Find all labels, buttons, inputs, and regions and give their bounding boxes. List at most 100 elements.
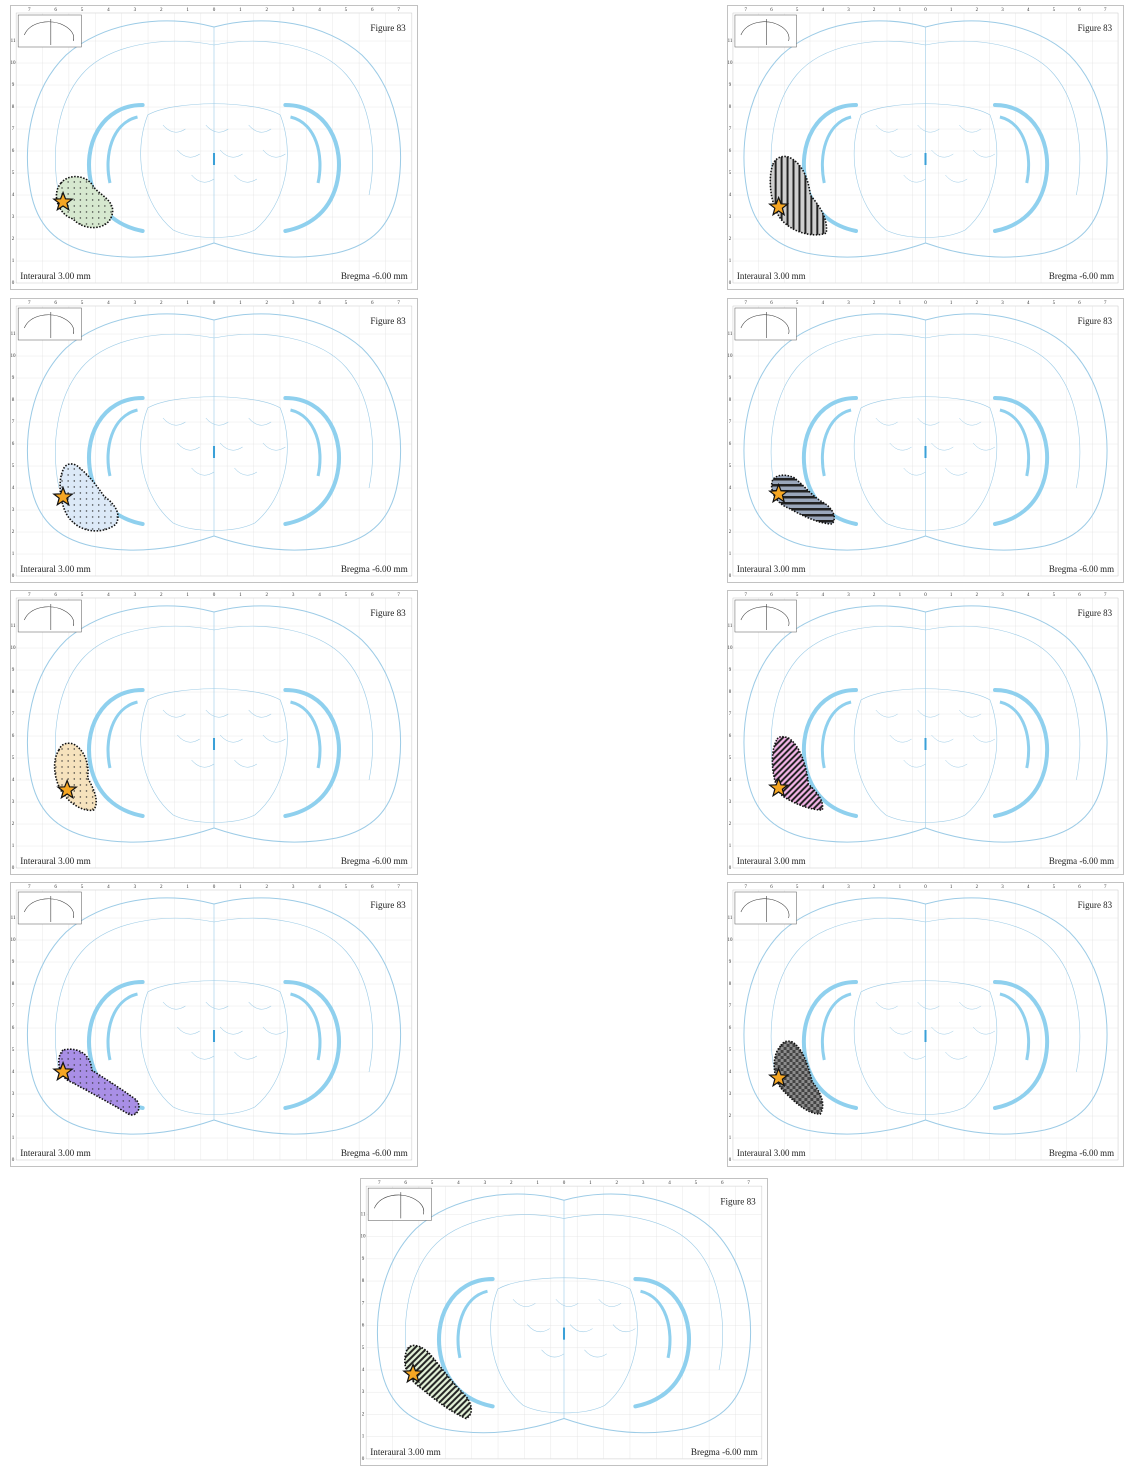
inset [18,15,81,47]
axis-tick: 8 [729,105,732,110]
axis-tick: 3 [292,7,295,13]
axis-tick: 2 [976,593,979,598]
axis-tick: 10 [728,61,733,66]
figure-label: Figure 83 [720,1196,756,1206]
axis-tick: 5 [729,756,732,761]
axis-tick: 1 [589,1180,592,1186]
axis-tick: 4 [1027,8,1030,13]
axis-tick: 5 [81,592,84,598]
axis-tick: 3 [729,508,732,513]
axis-tick: 6 [404,1180,407,1186]
axis-tick: 3 [134,592,137,598]
axis-tick: 7 [397,7,400,13]
bregma-label: Bregma -6.00 mm [341,856,408,866]
interaural-label: Interaural 3.00 mm [20,271,91,281]
inset [368,1188,431,1220]
axis-tick: 7 [397,884,400,890]
axis-tick: 3 [362,1389,365,1395]
axis-tick: 2 [265,884,268,890]
axis-tick: 5 [729,171,732,176]
axis-tick: 4 [12,192,15,198]
axis-tick: 0 [12,573,15,579]
bregma-label: Bregma -6.00 mm [341,564,408,574]
axis-tick: 6 [371,300,374,306]
axis-tick: 4 [457,1180,460,1186]
axis-tick: 3 [12,507,15,513]
region-line [959,1002,981,1009]
axis-tick: 11 [11,915,16,921]
axis-tick: 4 [318,592,321,598]
axis-tick: 9 [729,668,732,673]
axis-tick: 0 [12,1157,15,1163]
axis-tick: 1 [729,259,732,264]
axis-tick: 1 [899,301,902,306]
axis-tick: 0 [362,1456,365,1462]
axis-tick: 0 [213,300,216,306]
axis-tick: 0 [213,884,216,890]
axis-tick: 4 [822,301,825,306]
atlas-panel: 76543210123456701234567891011Figure 83In… [10,590,418,875]
axis-tick: 5 [81,7,84,13]
axis-tick: 3 [134,300,137,306]
axis-tick: 2 [12,529,15,535]
axis-tick: 2 [265,7,268,13]
region-line [249,710,271,717]
axis-tick: 1 [12,843,15,849]
axis-tick: 1 [239,884,242,890]
figure-label: Figure 83 [1078,608,1113,618]
axis-tick: 7 [28,300,31,306]
interaural-label: Interaural 3.00 mm [20,564,91,574]
axis-tick: 1 [12,1135,15,1141]
axis-tick: 1 [536,1180,539,1186]
region-line [904,760,926,767]
figure-label: Figure 83 [1078,23,1113,33]
axis-tick: 8 [12,689,15,695]
axis-tick: 6 [12,441,15,447]
axis-tick: 4 [1027,593,1030,598]
region-line [206,710,228,717]
axis-tick: 5 [796,885,799,890]
bregma-label: Bregma -6.00 mm [1049,271,1114,281]
lesion [59,1049,139,1115]
axis-tick: 4 [107,7,110,13]
axis-tick: 2 [12,821,15,827]
axis-tick: 7 [729,712,732,717]
region-line [542,1350,564,1357]
axis-tick: 6 [721,1180,724,1186]
atlas-panel: 76543210123456701234567891011Figure 83In… [727,298,1124,583]
axis-tick: 4 [1027,885,1030,890]
axis-tick: 8 [12,397,15,403]
axis-tick: 2 [976,885,979,890]
region-line [513,1299,535,1306]
axis-tick: 5 [345,884,348,890]
axis-tick: 8 [729,690,732,695]
axis-tick: 11 [11,331,16,337]
axis-tick: 5 [81,884,84,890]
inset [735,15,797,47]
axis-tick: 4 [822,593,825,598]
atlas-panel: 76543210123456701234567891011Figure 83In… [727,5,1124,290]
axis-tick: 7 [745,593,748,598]
axis-tick: 6 [770,8,773,13]
axis-tick: 6 [770,301,773,306]
axis-tick: 11 [728,332,733,337]
axis-tick: 5 [695,1180,698,1186]
axis-tick: 5 [796,301,799,306]
axis-tick: 9 [729,376,732,381]
interaural-label: Interaural 3.00 mm [737,271,806,281]
axis-tick: 2 [265,300,268,306]
axis-tick: 6 [12,733,15,739]
inset [18,600,81,632]
axis-tick: 5 [729,464,732,469]
axis-tick: 9 [729,960,732,965]
inset [18,308,81,340]
axis-tick: 7 [745,8,748,13]
axis-tick: 7 [729,420,732,425]
axis-tick: 2 [12,1113,15,1119]
axis-tick: 6 [770,593,773,598]
axis-tick: 2 [160,300,163,306]
axis-tick: 5 [1053,593,1056,598]
region-line [904,1052,926,1059]
axis-tick: 7 [12,1003,15,1009]
axis-tick: 6 [729,1026,732,1031]
